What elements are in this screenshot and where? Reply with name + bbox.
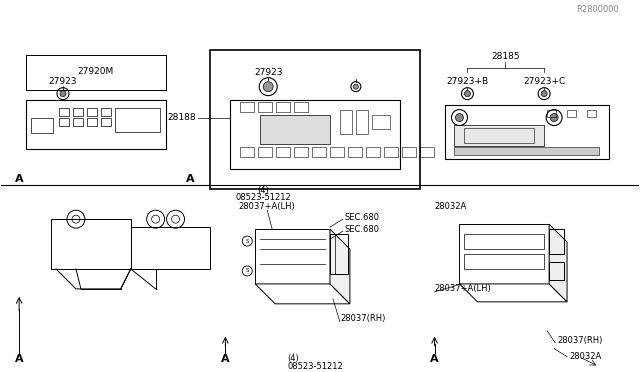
- Bar: [240, 147, 254, 157]
- Bar: [73, 118, 83, 125]
- Text: A: A: [15, 174, 24, 184]
- Bar: [26, 55, 166, 90]
- Bar: [131, 227, 211, 269]
- Text: 28037(RH): 28037(RH): [557, 336, 602, 345]
- Bar: [460, 224, 549, 284]
- Bar: [294, 147, 308, 157]
- Bar: [330, 234, 348, 274]
- Text: A: A: [221, 354, 230, 363]
- Bar: [258, 147, 272, 157]
- Bar: [420, 147, 433, 157]
- Bar: [454, 147, 599, 155]
- Text: 28037(RH): 28037(RH): [340, 314, 385, 323]
- Bar: [51, 219, 131, 269]
- Text: 28185: 28185: [491, 52, 520, 61]
- Bar: [454, 125, 544, 147]
- Polygon shape: [330, 229, 350, 304]
- Polygon shape: [549, 224, 567, 302]
- Bar: [587, 110, 596, 116]
- Bar: [276, 147, 290, 157]
- Bar: [255, 229, 330, 284]
- Bar: [26, 100, 166, 150]
- Text: R2800000: R2800000: [576, 6, 619, 15]
- Text: 28032A: 28032A: [435, 202, 467, 211]
- Bar: [356, 110, 368, 135]
- Text: 28032A: 28032A: [569, 352, 602, 361]
- Bar: [402, 147, 415, 157]
- Text: 28037+A(LH): 28037+A(LH): [239, 202, 296, 211]
- Text: 28037+A(LH): 28037+A(LH): [435, 284, 492, 294]
- Bar: [547, 110, 556, 116]
- Bar: [348, 147, 362, 157]
- Bar: [549, 229, 564, 254]
- Bar: [340, 110, 352, 135]
- Circle shape: [353, 84, 358, 89]
- Bar: [384, 147, 397, 157]
- Bar: [59, 118, 69, 125]
- Bar: [294, 102, 308, 112]
- Bar: [31, 118, 53, 134]
- Text: 28188: 28188: [168, 113, 196, 122]
- Bar: [465, 128, 534, 144]
- Polygon shape: [255, 284, 350, 304]
- Polygon shape: [460, 284, 567, 302]
- Bar: [372, 115, 390, 128]
- Text: 27923: 27923: [49, 77, 77, 86]
- Bar: [465, 254, 544, 269]
- Text: 27923+B: 27923+B: [446, 77, 488, 86]
- Bar: [59, 108, 69, 116]
- Bar: [101, 108, 111, 116]
- Text: A: A: [186, 174, 195, 184]
- Text: 27920M: 27920M: [77, 67, 114, 76]
- Bar: [211, 50, 420, 189]
- Circle shape: [263, 82, 273, 92]
- Bar: [465, 234, 544, 249]
- Text: 27923+C: 27923+C: [523, 77, 565, 86]
- Text: 08523-51212: 08523-51212: [287, 362, 343, 371]
- Text: 27923: 27923: [254, 68, 282, 77]
- Bar: [101, 118, 111, 125]
- Circle shape: [550, 113, 558, 122]
- Bar: [330, 147, 344, 157]
- Circle shape: [465, 91, 470, 97]
- Text: (4): (4): [287, 354, 299, 363]
- Text: S: S: [246, 238, 249, 244]
- Bar: [115, 108, 159, 132]
- Bar: [240, 102, 254, 112]
- Bar: [260, 115, 330, 144]
- Bar: [312, 147, 326, 157]
- Bar: [276, 102, 290, 112]
- Text: (4): (4): [257, 186, 269, 195]
- Bar: [445, 105, 609, 159]
- Circle shape: [456, 113, 463, 122]
- Circle shape: [60, 91, 66, 97]
- Bar: [230, 100, 400, 169]
- Text: 08523-51212: 08523-51212: [236, 193, 291, 202]
- Bar: [366, 147, 380, 157]
- Text: SEC.680: SEC.680: [345, 225, 380, 234]
- Text: S: S: [246, 269, 249, 273]
- Bar: [549, 262, 564, 280]
- Text: SEC.680: SEC.680: [345, 213, 380, 222]
- Bar: [567, 110, 576, 116]
- Bar: [258, 102, 272, 112]
- Circle shape: [541, 91, 547, 97]
- Bar: [87, 108, 97, 116]
- Bar: [73, 108, 83, 116]
- Bar: [87, 118, 97, 125]
- Text: A: A: [430, 354, 439, 363]
- Text: A: A: [15, 354, 24, 363]
